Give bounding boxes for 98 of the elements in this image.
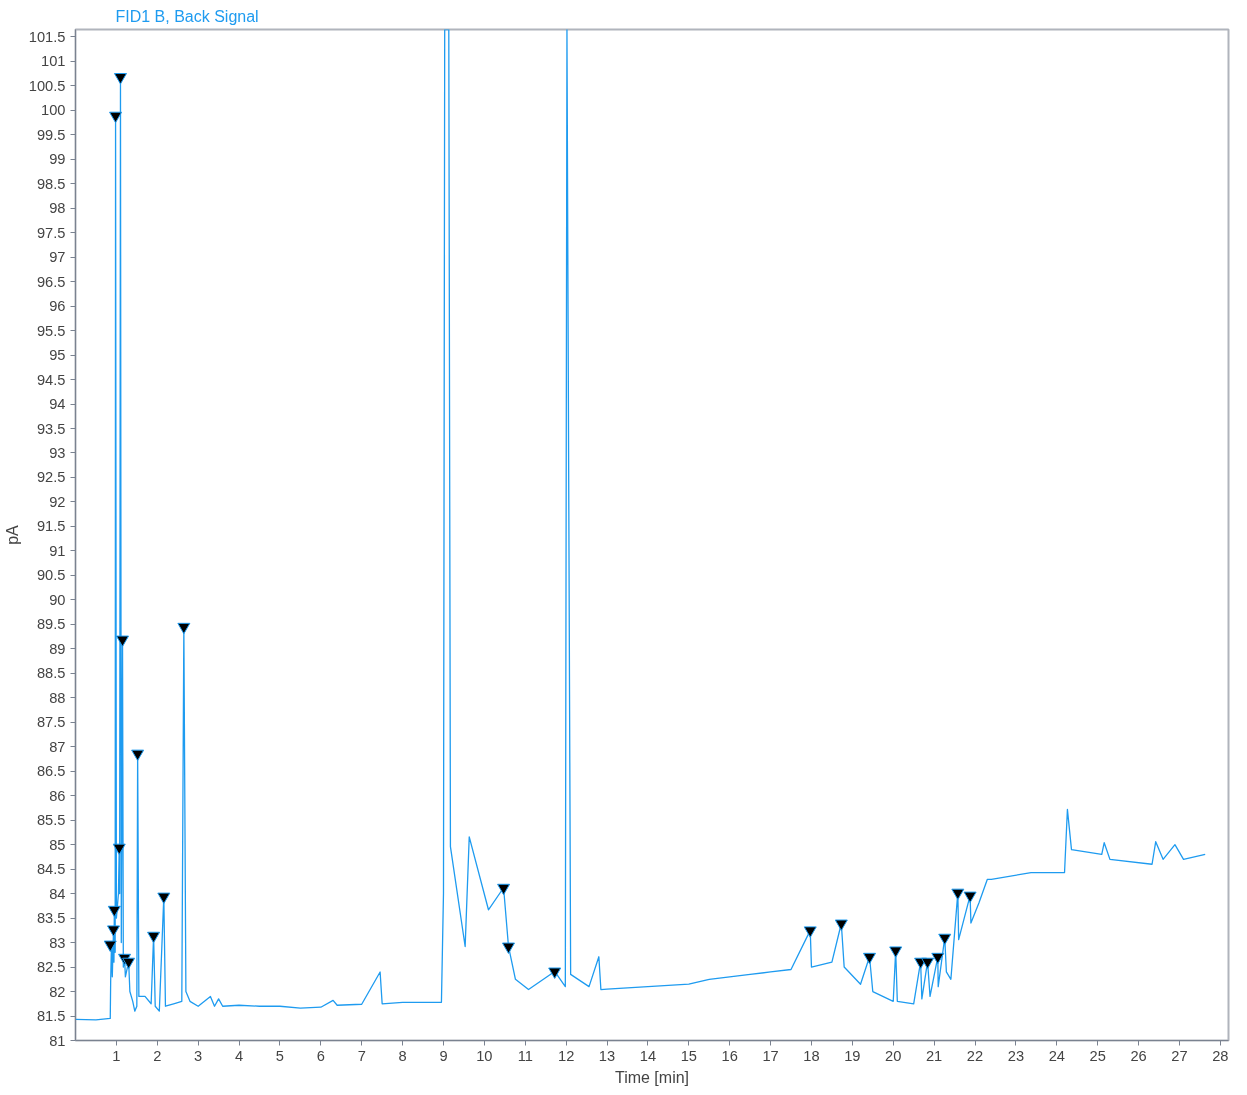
x-tick-label: 21 — [925, 1047, 943, 1064]
x-tick-label: 19 — [844, 1047, 861, 1064]
point — [107, 905, 121, 918]
x-tick-label: 8 — [398, 1047, 407, 1064]
y-tick-label: 89.5 — [36, 616, 66, 633]
x-tick-label: 1 — [112, 1047, 121, 1064]
y-tick-label: 98.5 — [36, 175, 66, 192]
point — [963, 891, 977, 904]
x-tick-label: 20 — [885, 1047, 902, 1064]
y-tick-label: 99 — [49, 151, 66, 168]
point — [548, 967, 562, 979]
point — [931, 952, 945, 965]
y-tick-label: 81 — [49, 1032, 66, 1049]
point — [834, 919, 848, 931]
x-tick-label: 6 — [316, 1047, 325, 1064]
y-tick-label: 88.5 — [36, 665, 66, 682]
y-tick-label: 87 — [49, 738, 66, 755]
y-tick-label: 86 — [49, 787, 66, 804]
point — [109, 111, 123, 124]
point — [501, 942, 515, 954]
y-tick-label: 95 — [49, 347, 66, 364]
y-tick-label: 94 — [49, 396, 66, 413]
point — [803, 926, 817, 938]
y-tick-label: 81.5 — [36, 1008, 66, 1025]
x-tick-label: 9 — [439, 1047, 448, 1064]
y-tick-label: 87.5 — [36, 714, 66, 731]
y-tick-label: 83.5 — [36, 910, 66, 927]
y-tick-label: 91.5 — [36, 518, 66, 535]
y-tick-label: 94.5 — [36, 371, 66, 388]
x-tick-label: 13 — [598, 1047, 616, 1064]
x-axis-title: Time [min] — [614, 1068, 690, 1086]
y-tick-label: 84 — [49, 885, 66, 902]
y-tick-label: 84.5 — [36, 861, 66, 878]
x-tick-label: 28 — [1212, 1047, 1229, 1064]
x-tick-label: 18 — [803, 1047, 820, 1064]
line-series — [75, 29, 1206, 1021]
x-tick-label: 3 — [194, 1047, 203, 1064]
y-tick-label: 85.5 — [36, 812, 66, 829]
y-axis-title: pA — [3, 524, 21, 545]
x-tick-label: 24 — [1048, 1047, 1065, 1064]
y-tick-label: 93 — [49, 444, 66, 461]
x-tick-label: 14 — [639, 1047, 657, 1064]
y-tick-label: 96.5 — [36, 273, 66, 290]
y-tick-label: 88 — [49, 689, 66, 706]
x-tick-label: 7 — [357, 1047, 366, 1064]
x-tick-label: 5 — [275, 1047, 285, 1064]
y-tick-label: 92.5 — [36, 469, 66, 486]
point — [921, 957, 935, 970]
point — [951, 888, 965, 901]
point — [113, 73, 127, 85]
y-tick-label: 91 — [49, 542, 66, 559]
x-tick-label: 25 — [1089, 1047, 1106, 1064]
y-tick-label: 83 — [49, 934, 66, 951]
x-tick-label: 23 — [1007, 1047, 1025, 1064]
y-tick-label: 89 — [49, 640, 66, 657]
y-tick-label: 95.5 — [36, 322, 66, 339]
point — [938, 933, 952, 946]
x-tick-label: 4 — [234, 1047, 244, 1064]
x-tick-label: 22 — [966, 1047, 984, 1064]
chart-title: FID1 B, Back Signal — [115, 7, 259, 25]
y-tick-label: 100 — [41, 102, 66, 119]
y-tick-label: 96 — [49, 298, 66, 315]
x-tick-label: 26 — [1130, 1047, 1147, 1064]
y-tick-label: 92 — [49, 493, 66, 510]
y-tick-label: 97 — [49, 249, 66, 266]
point — [147, 931, 161, 944]
x-tick-label: 16 — [721, 1047, 738, 1064]
y-tick-label: 97.5 — [36, 224, 66, 241]
point — [122, 957, 136, 970]
point — [116, 635, 130, 647]
y-tick-label: 85 — [49, 836, 66, 853]
y-tick-label: 101 — [41, 53, 66, 70]
point — [497, 883, 511, 896]
y-tick-label: 93.5 — [36, 420, 66, 437]
y-tick-label: 90 — [49, 591, 66, 608]
point — [863, 952, 877, 965]
x-tick-label: 10 — [476, 1047, 493, 1064]
point — [103, 940, 117, 952]
y-tick-label: 98 — [49, 200, 66, 217]
y-tick-label: 86.5 — [36, 763, 66, 780]
point — [112, 843, 126, 856]
x-tick-label: 15 — [680, 1047, 697, 1064]
y-tick-label: 99.5 — [36, 126, 66, 143]
point — [889, 946, 903, 958]
y-tick-label: 82 — [49, 983, 66, 1000]
x-tick-label: 17 — [762, 1047, 779, 1064]
x-tick-label: 2 — [153, 1047, 162, 1064]
point — [107, 925, 121, 937]
y-tick-label: 90.5 — [36, 567, 66, 584]
y-tick-label: 82.5 — [36, 959, 66, 976]
x-tick-label: 12 — [557, 1047, 575, 1064]
y-tick-label: 101.5 — [28, 28, 66, 45]
x-tick-label: 11 — [517, 1047, 533, 1064]
x-tick-label: 27 — [1171, 1047, 1188, 1064]
point — [157, 892, 171, 904]
point — [131, 749, 145, 762]
point — [177, 622, 191, 635]
y-tick-label: 100.5 — [28, 77, 66, 94]
